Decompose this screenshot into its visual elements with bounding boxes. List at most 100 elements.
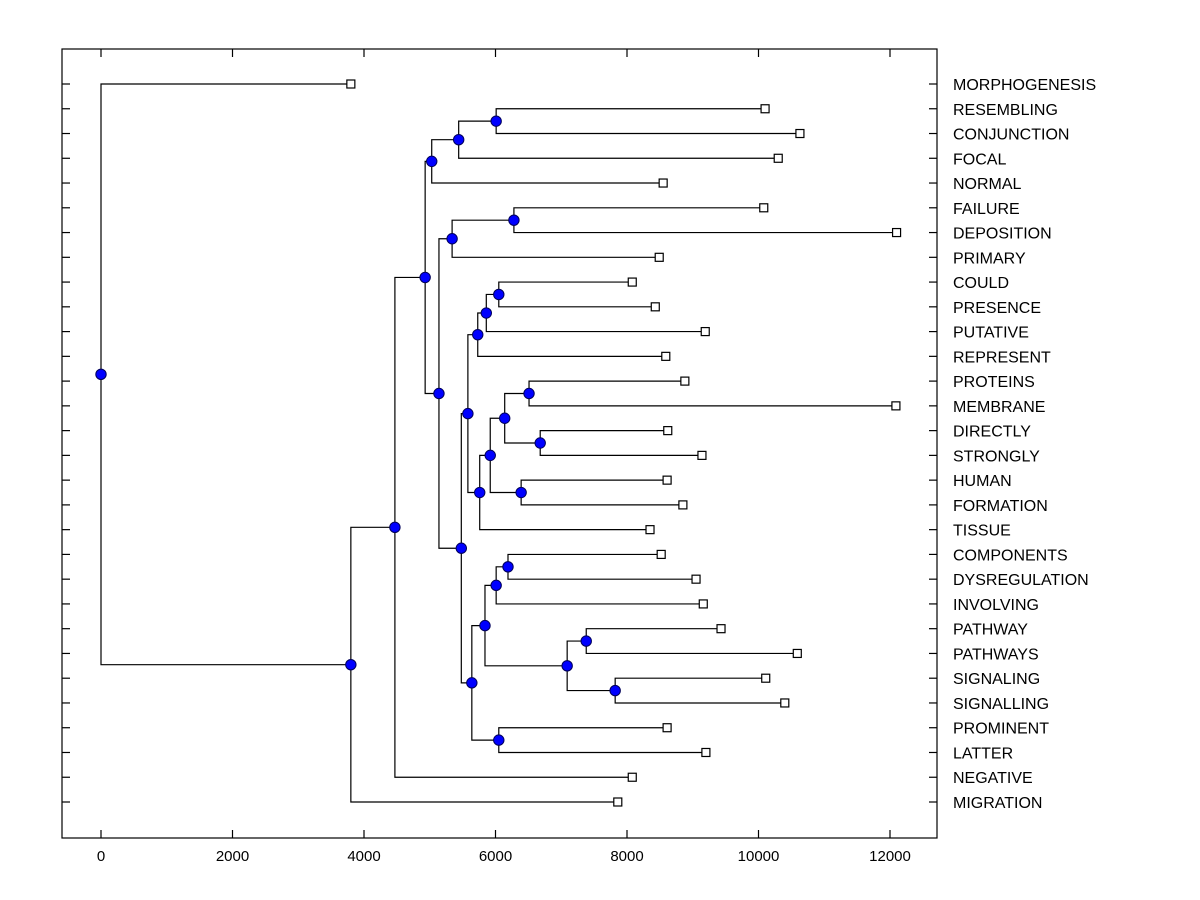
branch-n_components_to_signalling xyxy=(484,584,568,667)
leaf-marker-pathway xyxy=(716,624,726,634)
node-marker-n_prominent_latter xyxy=(493,734,505,746)
leaf-label-prominent: PROMINENT xyxy=(953,721,1049,738)
node-marker-n_directly_strongly xyxy=(534,437,546,449)
node-marker-n_migration xyxy=(345,658,357,671)
leaf-marker-signaling xyxy=(761,673,771,683)
leaf-marker-deposition xyxy=(891,227,902,238)
leaf-marker-focal xyxy=(773,153,783,163)
node-marker-n_components_to_signalling xyxy=(479,619,491,632)
node-marker-n_pm_ds xyxy=(499,412,511,424)
node-marker-n_resembling_conjunction xyxy=(490,115,502,127)
branch-n_represent xyxy=(477,312,666,357)
branch-n_putative xyxy=(485,293,706,333)
leaf-label-signalling: SIGNALLING xyxy=(953,696,1049,713)
leaf-marker-failure xyxy=(759,203,769,213)
node-markers xyxy=(95,79,902,807)
leaf-label-human: HUMAN xyxy=(953,473,1012,490)
leaf-marker-could xyxy=(627,277,637,287)
branch-n_negative xyxy=(394,276,633,778)
node-marker-n_pathway_pathways xyxy=(580,635,592,647)
x-tick-label: 2000 xyxy=(216,848,249,865)
branch-n_involving xyxy=(495,566,704,605)
node-marker-n_represent xyxy=(472,328,484,341)
leaf-label-focal: FOCAL xyxy=(953,151,1006,168)
node-marker-n_lower_cluster xyxy=(466,677,478,689)
branch-n_human_formation xyxy=(520,479,683,506)
node-marker-n_components_dysreg xyxy=(502,561,514,573)
branch-n_proteins_membrane xyxy=(528,380,896,407)
leaf-label-pathways: PATHWAYS xyxy=(953,646,1039,663)
branch-n_resembling_conjunction xyxy=(495,108,800,135)
x-tick-label: 8000 xyxy=(610,848,643,865)
node-marker-n_focal xyxy=(452,134,465,146)
x-tick-label: 0 xyxy=(97,848,105,865)
leaf-label-pathway: PATHWAY xyxy=(953,622,1028,639)
node-marker-n_mid_cluster xyxy=(484,449,496,462)
leaf-label-putative: PUTATIVE xyxy=(953,325,1029,342)
node-marker-n_proteins_membrane xyxy=(523,387,535,400)
plot-frame xyxy=(61,48,938,839)
leaf-marker-migration xyxy=(613,797,623,807)
node-marker-n_failure_to_latter xyxy=(433,387,445,400)
node-marker-n_could_presence xyxy=(493,288,505,301)
leaf-label-involving: INVOLVING xyxy=(953,597,1039,614)
leaf-marker-resembling xyxy=(760,104,770,114)
branch-n_signaling_signalling xyxy=(614,677,785,704)
node-marker-n_resembling_to_latter xyxy=(419,271,431,284)
leaf-marker-pathways xyxy=(792,648,802,659)
leaf-marker-latter xyxy=(701,747,711,758)
node-marker-n_could_to_tissue xyxy=(462,407,474,420)
leaf-label-resembling: RESEMBLING xyxy=(953,102,1058,119)
branch-n_failure_deposition xyxy=(513,207,897,234)
leaf-marker-directly xyxy=(663,426,673,436)
leaf-label-directly: DIRECTLY xyxy=(953,424,1031,441)
leaf-marker-tissue xyxy=(645,525,655,535)
axis-ticks xyxy=(62,49,937,838)
leaf-marker-negative xyxy=(627,772,637,782)
branch-n_migration xyxy=(350,526,618,803)
leaf-label-conjunction: CONJUNCTION xyxy=(953,127,1069,144)
leaf-label-failure: FAILURE xyxy=(953,201,1020,218)
leaf-label-normal: NORMAL xyxy=(953,176,1022,193)
branch-n_normal xyxy=(431,139,664,184)
node-marker-n_involving xyxy=(490,579,502,592)
node-marker-n_putative xyxy=(480,307,492,319)
leaf-label-deposition: DEPOSITION xyxy=(953,226,1052,243)
branch-lines xyxy=(100,83,897,803)
leaf-marker-formation xyxy=(678,500,688,510)
node-marker-n_root xyxy=(95,368,107,381)
leaf-marker-involving xyxy=(698,599,708,609)
node-marker-n_negative xyxy=(389,521,401,534)
branch-n_primary xyxy=(451,219,660,258)
leaf-label-components: COMPONENTS xyxy=(953,547,1068,564)
branch-n_prominent_latter xyxy=(498,727,706,754)
leaf-label-represent: REPRESENT xyxy=(953,349,1051,366)
leaf-label-primary: PRIMARY xyxy=(953,250,1026,267)
leaf-label-signaling: SIGNALING xyxy=(953,671,1040,688)
leaf-marker-signalling xyxy=(780,698,790,708)
leaf-label-strongly: STRONGLY xyxy=(953,448,1040,465)
leaf-label-formation: FORMATION xyxy=(953,498,1048,515)
node-marker-n_tissue xyxy=(474,486,486,499)
leaf-marker-dysregulation xyxy=(691,574,701,584)
leaf-marker-represent xyxy=(661,351,671,361)
leaf-marker-putative xyxy=(700,326,710,337)
leaf-marker-membrane xyxy=(891,401,901,411)
x-tick-label: 6000 xyxy=(479,848,512,865)
leaf-marker-prominent xyxy=(662,723,672,733)
node-marker-n_path_sig xyxy=(561,660,573,672)
leaf-label-negative: NEGATIVE xyxy=(953,770,1033,787)
leaf-label-proteins: PROTEINS xyxy=(953,374,1035,391)
node-marker-n_normal xyxy=(426,155,438,168)
x-tick-label: 12000 xyxy=(869,848,911,865)
leaf-marker-conjunction xyxy=(795,128,805,139)
node-marker-n_signaling_signalling xyxy=(609,684,621,697)
node-marker-n_could_to_latter xyxy=(455,542,468,554)
branch-n_root xyxy=(100,83,351,666)
node-marker-n_human_formation xyxy=(515,486,527,499)
leaf-label-presence: PRESENCE xyxy=(953,300,1041,317)
leaf-marker-morphogenesis xyxy=(346,79,356,89)
x-tick-label: 4000 xyxy=(347,848,380,865)
branch-n_components_dysreg xyxy=(507,553,697,580)
